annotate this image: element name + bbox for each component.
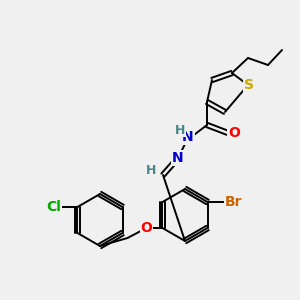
Text: N: N: [172, 151, 184, 165]
Text: Cl: Cl: [46, 200, 61, 214]
Text: O: O: [228, 126, 240, 140]
Text: H: H: [175, 124, 185, 136]
Text: Br: Br: [225, 195, 242, 209]
Text: H: H: [146, 164, 156, 176]
Text: O: O: [140, 221, 152, 235]
Text: S: S: [244, 78, 254, 92]
Text: N: N: [182, 130, 194, 144]
